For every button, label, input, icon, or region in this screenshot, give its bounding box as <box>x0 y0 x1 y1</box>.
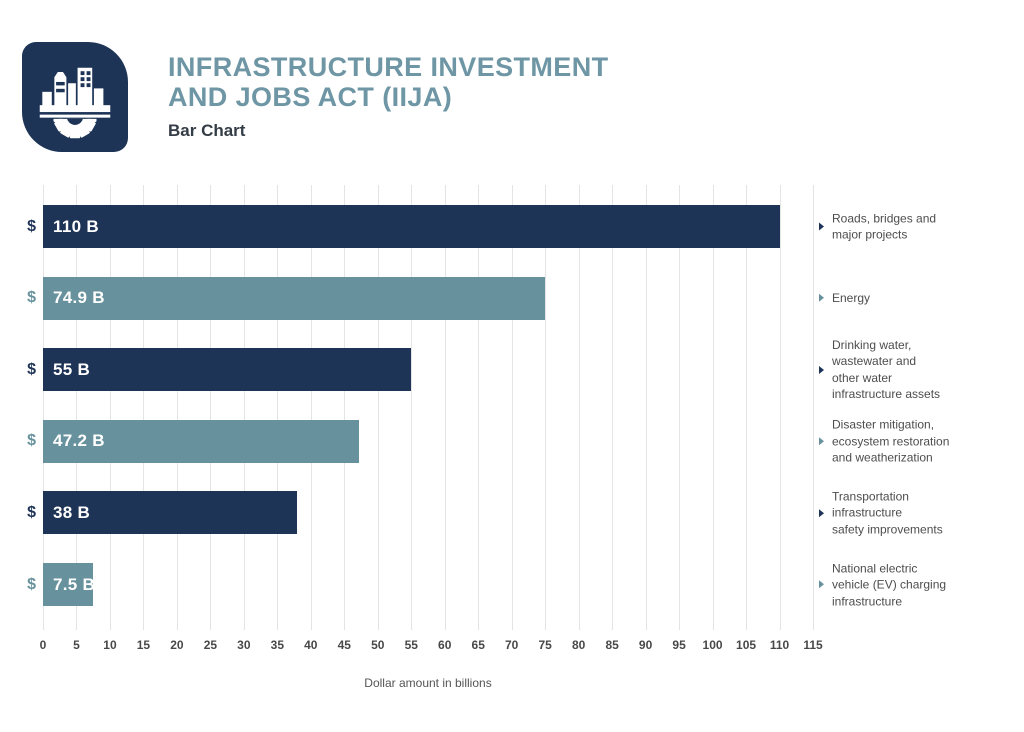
bar: 47.2 B <box>43 419 360 463</box>
gridline <box>277 185 279 630</box>
category-label-text: Roads, bridges and major projects <box>832 211 937 242</box>
category-label: Energy <box>819 290 1010 307</box>
gridline <box>176 185 178 630</box>
bar: 110 B <box>43 205 780 248</box>
gridline <box>578 185 580 630</box>
dollar-sign: $ <box>27 503 36 521</box>
x-tick-label: 100 <box>702 638 723 652</box>
x-tick-label: 35 <box>270 638 285 652</box>
category-label: Drinking water, wastewater and other wat… <box>819 337 1010 403</box>
bar-value-label: 55 B <box>53 359 91 379</box>
category-label: Transportation infrastructure safety imp… <box>819 488 1010 538</box>
plot-area: 110 B 74.9 B 55 B 47.2 B 38 B 7.5 B <box>43 185 814 630</box>
x-tick-label: 105 <box>736 638 757 652</box>
bar: 74.9 B <box>43 276 545 320</box>
bar-value-label: 38 B <box>53 502 91 522</box>
x-tick-label: 0 <box>39 638 47 652</box>
bar: 7.5 B <box>43 563 96 606</box>
gridline <box>712 185 714 630</box>
gridline <box>444 185 446 630</box>
category-label-text: Disaster mitigation, ecosystem restorati… <box>832 417 950 465</box>
arrow-icon <box>819 222 824 231</box>
gridline <box>511 185 513 630</box>
dollar-sign: $ <box>27 289 36 307</box>
arrow-icon <box>819 580 824 589</box>
gridline <box>143 185 145 630</box>
x-tick-label: 95 <box>672 638 686 652</box>
arrow-icon <box>819 437 824 446</box>
gridline <box>679 185 681 630</box>
bar-value-label: 7.5 B <box>53 574 96 594</box>
x-tick-label: 25 <box>203 638 218 652</box>
gridline <box>411 185 413 630</box>
arrow-icon <box>819 508 824 517</box>
gridline <box>210 185 212 630</box>
gridline <box>779 185 781 630</box>
x-tick-label: 15 <box>136 638 151 652</box>
page-title: INFRASTRUCTURE INVESTMENT AND JOBS ACT (… <box>168 52 609 112</box>
header: INFRASTRUCTURE INVESTMENT AND JOBS ACT (… <box>168 52 609 141</box>
gridline <box>645 185 647 630</box>
x-tick-label: 90 <box>638 638 653 652</box>
category-label-text: Transportation infrastructure safety imp… <box>832 489 943 537</box>
dollar-sign: $ <box>27 360 36 378</box>
gridline <box>746 185 748 630</box>
category-label-text: Drinking water, wastewater and other wat… <box>832 337 941 402</box>
bar: 38 B <box>43 491 298 535</box>
x-tick-label: 80 <box>571 638 586 652</box>
x-tick-label: 40 <box>304 638 318 652</box>
arrow-icon <box>819 294 824 303</box>
dollar-sign: $ <box>27 217 36 235</box>
gridline <box>545 185 547 630</box>
gridline <box>478 185 480 630</box>
x-tick-label: 20 <box>170 638 184 652</box>
category-label-text: National electric vehicle (EV) charging … <box>832 560 947 608</box>
bar-value-label: 74.9 B <box>53 288 105 308</box>
bar-value-label: 110 B <box>53 216 99 236</box>
dollar-sign: $ <box>27 575 36 593</box>
x-tick-label: 65 <box>471 638 485 652</box>
x-tick-label: 45 <box>337 638 351 652</box>
category-label: Roads, bridges and major projects <box>819 210 1010 243</box>
x-tick-label: 85 <box>605 638 619 652</box>
city-gear-icon <box>39 67 111 139</box>
gridline <box>813 185 814 630</box>
x-tick-label: 5 <box>73 638 80 652</box>
gridline <box>377 185 379 630</box>
gridline <box>43 185 44 630</box>
x-tick-label: 75 <box>538 638 552 652</box>
x-tick-label: 70 <box>505 638 519 652</box>
x-tick-label: 30 <box>237 638 251 652</box>
category-label: National electric vehicle (EV) charging … <box>819 560 1010 610</box>
gridline <box>612 185 614 630</box>
gridline <box>310 185 312 630</box>
gridline <box>344 185 346 630</box>
gridline <box>76 185 78 630</box>
category-label-text: Energy <box>832 290 871 305</box>
bar: 55 B <box>43 348 412 392</box>
x-tick-label: 110 <box>769 638 790 652</box>
logo <box>22 42 128 152</box>
x-tick-label: 50 <box>371 638 385 652</box>
x-tick-label: 55 <box>404 638 418 652</box>
gridline <box>243 185 245 630</box>
bar-value-label: 47.2 B <box>53 431 105 451</box>
x-tick-label: 60 <box>438 638 452 652</box>
category-label: Disaster mitigation, ecosystem restorati… <box>819 417 1010 467</box>
x-tick-label: 115 <box>803 638 823 652</box>
page-subtitle: Bar Chart <box>168 121 246 140</box>
gridline <box>109 185 111 630</box>
x-axis-title: Dollar amount in billions <box>364 676 492 690</box>
x-tick-label: 10 <box>103 638 117 652</box>
dollar-sign: $ <box>27 432 36 450</box>
arrow-icon <box>819 365 824 374</box>
